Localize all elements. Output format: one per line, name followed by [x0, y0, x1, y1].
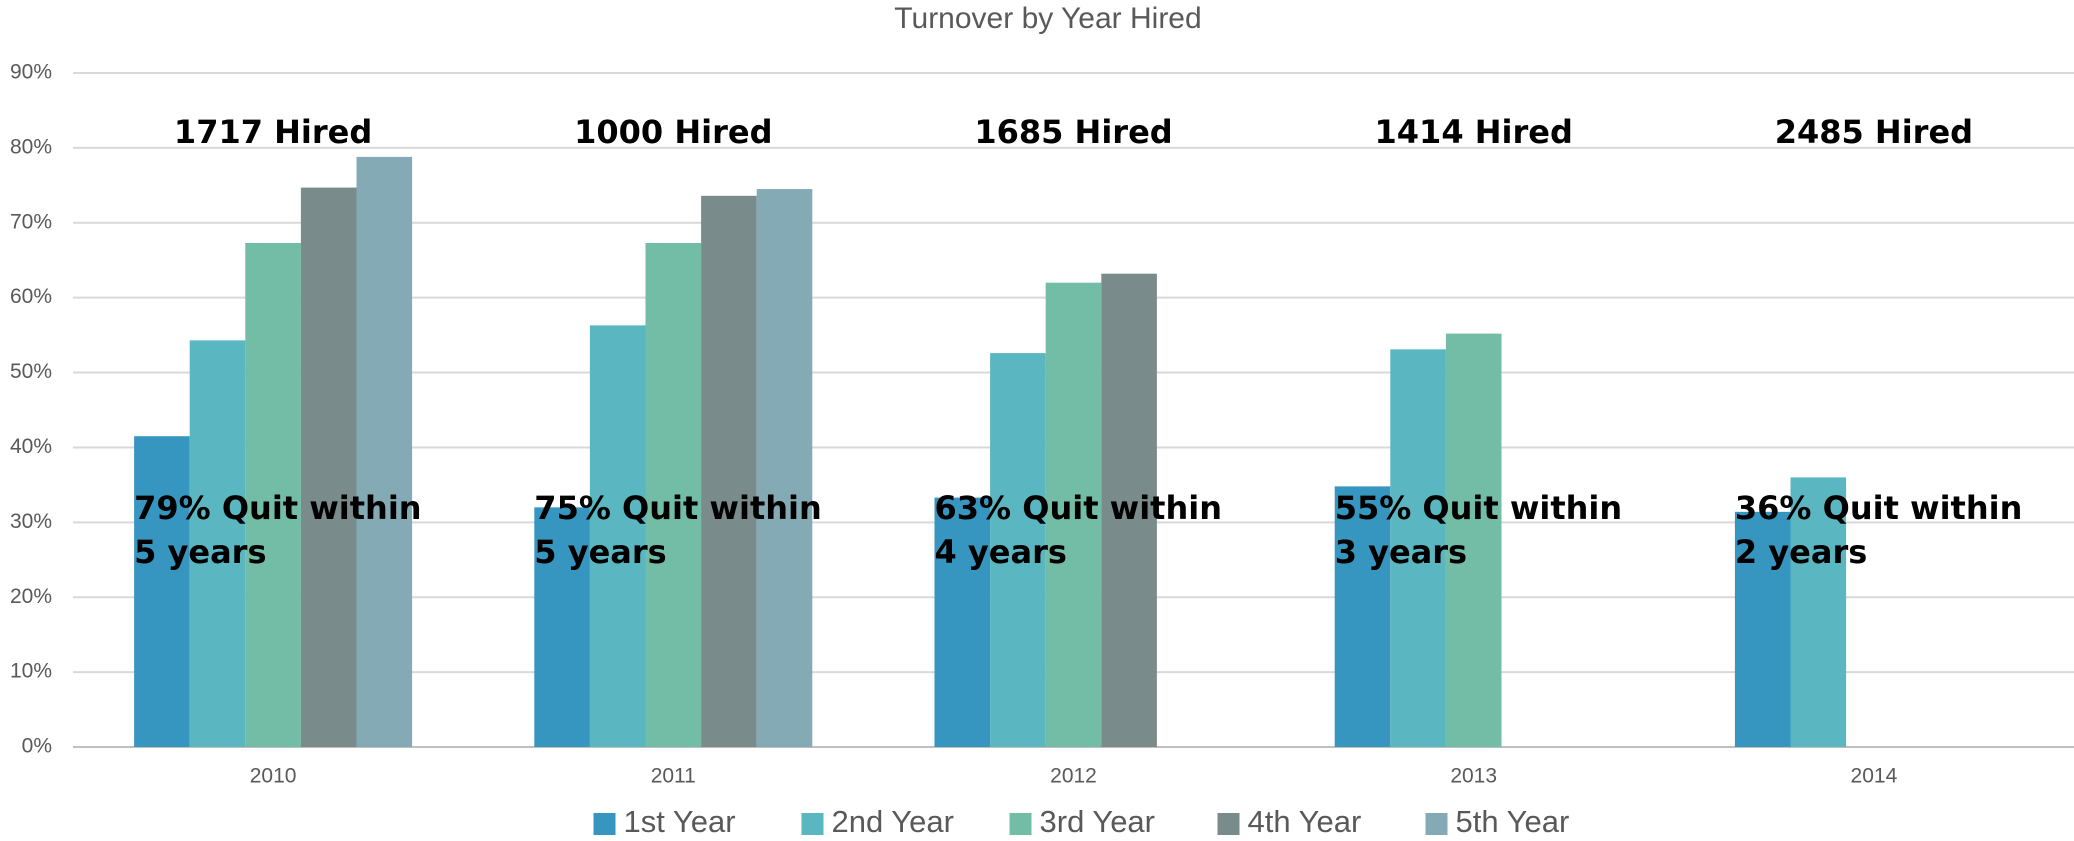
legend-swatch	[1425, 813, 1448, 835]
bar	[1790, 477, 1847, 747]
y-tick-label: 30%	[10, 510, 52, 533]
x-tick-label: 2014	[1851, 765, 1898, 788]
hired-label: 1685 Hired	[974, 113, 1173, 151]
bar	[300, 187, 357, 747]
legend-swatch	[1009, 813, 1032, 835]
hired-label: 1414 Hired	[1374, 113, 1573, 151]
x-tick-label: 2011	[651, 765, 696, 788]
bar	[701, 195, 757, 748]
legend-label: 5th Year	[1456, 804, 1570, 839]
quit-label: 36% Quit within 2 years	[1734, 489, 2023, 571]
y-tick-label: 70%	[10, 210, 52, 233]
bar	[990, 353, 1046, 747]
y-tick-label: 10%	[10, 660, 52, 683]
quit-label: 75% Quit within 5 years	[534, 489, 822, 571]
quit-label: 63% Quit within 4 years	[934, 489, 1222, 571]
y-tick-label: 0%	[22, 735, 52, 758]
y-tick-label: 40%	[10, 435, 52, 458]
x-tick-label: 2013	[1450, 765, 1497, 788]
bar	[1045, 282, 1102, 747]
bar	[645, 242, 702, 747]
x-tick-label: 2012	[1050, 765, 1097, 788]
chart-title: Turnover by Year Hired	[894, 2, 1201, 35]
bar	[356, 156, 413, 747]
bar	[1734, 511, 1791, 747]
bar	[534, 507, 590, 747]
bar	[134, 436, 190, 747]
legend-label: 4th Year	[1248, 804, 1362, 839]
hired-label: 2485 Hired	[1774, 113, 1974, 151]
bar	[756, 189, 813, 748]
quit-label: 55% Quit within 3 years	[1334, 489, 1623, 571]
y-tick-label: 80%	[10, 135, 52, 158]
legend-label: 1st Year	[624, 804, 736, 839]
legend-swatch	[593, 813, 616, 835]
y-tick-label: 60%	[10, 285, 52, 308]
legend-swatch	[801, 813, 824, 835]
y-tick-label: 50%	[10, 360, 52, 383]
bar	[1390, 349, 1446, 747]
y-tick-label: 90%	[10, 61, 52, 84]
bar	[1445, 333, 1502, 747]
bar	[934, 497, 991, 747]
legend-label: 3rd Year	[1040, 804, 1156, 839]
x-tick-label: 2010	[250, 765, 297, 788]
hired-label: 1000 Hired	[574, 113, 773, 151]
legend-swatch	[1217, 813, 1240, 835]
legend-label: 2nd Year	[832, 804, 954, 839]
quit-label: 79% Quit within 5 years	[134, 489, 422, 571]
bar	[1101, 273, 1157, 747]
hired-label: 1717 Hired	[173, 113, 373, 151]
y-tick-label: 20%	[10, 585, 52, 608]
bar	[245, 242, 301, 747]
bar	[589, 325, 646, 747]
bar	[1334, 486, 1391, 747]
bar	[189, 340, 246, 747]
